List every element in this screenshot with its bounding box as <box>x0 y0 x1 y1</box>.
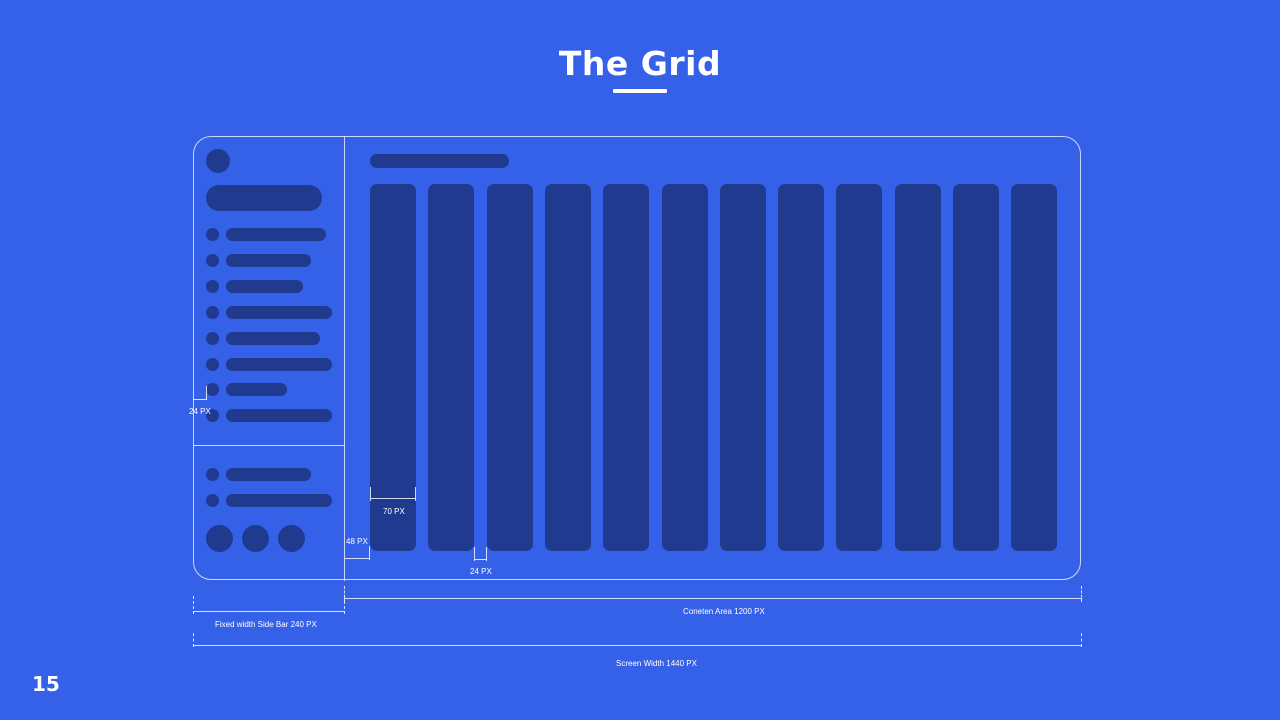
sidebar-nav-bar <box>226 306 332 319</box>
gutter-label: 24 PX <box>470 567 492 576</box>
sidebar-nav-dot <box>206 280 219 293</box>
grid-column <box>719 184 766 551</box>
sidebar-nav-bar <box>226 280 303 293</box>
sidebar-nav-dot <box>206 254 219 267</box>
page-number: 15 <box>32 672 60 696</box>
sidebar-footer-dot <box>206 494 219 507</box>
grid-column <box>1011 184 1058 551</box>
grid-column <box>778 184 825 551</box>
sidebar-nav-dot <box>206 409 219 422</box>
grid-column <box>953 184 999 551</box>
sidebar-nav-dot <box>206 228 219 241</box>
sidebar-width-line <box>193 611 345 612</box>
sidebar-footer-icon <box>278 525 305 552</box>
grid-column <box>894 184 941 551</box>
gutter-tick-right <box>486 547 487 561</box>
grid-column <box>544 184 591 551</box>
screen-width-tick-right <box>1081 633 1082 647</box>
sidebar-nav-dot <box>206 358 219 371</box>
sidebar-width-label: Fixed width Side Bar 240 PX <box>215 620 317 629</box>
gutter-line <box>474 559 487 560</box>
grid-column <box>836 184 883 551</box>
content-margin-label: 48 PX <box>346 537 368 546</box>
sidebar-nav-dot <box>206 383 219 396</box>
sidebar-nav-bar <box>226 228 326 241</box>
screen-width-line <box>193 645 1082 646</box>
grid-column <box>428 184 475 551</box>
content-width-tick-right <box>1081 586 1082 602</box>
sidebar-footer-bar <box>226 468 311 481</box>
content-margin-tick <box>369 546 370 560</box>
grid-column <box>661 184 708 551</box>
sidebar-footer-icon <box>206 525 233 552</box>
sidebar-footer-dot <box>206 468 219 481</box>
slide-title: The Grid <box>558 44 722 83</box>
screen-width-tick-left <box>193 633 194 647</box>
sidebar-primary-button-placeholder <box>206 185 322 211</box>
sidebar-nav-bar <box>226 358 332 371</box>
sidebar-nav-bar <box>226 409 332 422</box>
screen-width-label: Screen Width 1440 PX <box>616 659 697 668</box>
sidebar-margin-label: 24 PX <box>189 407 211 416</box>
title-underline <box>613 89 667 93</box>
content-width-line <box>345 598 1082 599</box>
content-width-tick-left <box>344 586 345 602</box>
grid-column <box>370 184 416 551</box>
sidebar-nav-bar <box>226 332 320 345</box>
column-width-tick-left <box>370 487 371 501</box>
column-width-tick-right <box>415 487 416 501</box>
content-margin-line <box>345 558 370 559</box>
sidebar-nav-dot <box>206 332 219 345</box>
sidebar-width-tick-right <box>344 596 345 614</box>
content-header-placeholder <box>370 154 509 168</box>
sidebar-footer-icon <box>242 525 269 552</box>
screen-frame <box>193 136 1081 580</box>
column-width-label: 70 PX <box>383 507 405 516</box>
sidebar-margin-line <box>193 399 206 400</box>
sidebar-logo-placeholder <box>206 149 230 173</box>
sidebar-divider <box>344 136 345 581</box>
grid-column <box>486 184 533 551</box>
grid-column <box>603 184 650 551</box>
gutter-tick-left <box>474 547 475 561</box>
sidebar-nav-bar <box>226 383 287 396</box>
sidebar-footer-divider <box>193 445 345 446</box>
sidebar-nav-dot <box>206 306 219 319</box>
sidebar-nav-bar <box>226 254 311 267</box>
sidebar-margin-tick <box>206 386 207 400</box>
sidebar-width-tick-left <box>193 596 194 614</box>
content-width-label: Coneten Area 1200 PX <box>683 607 765 616</box>
column-width-line <box>370 498 416 499</box>
sidebar-footer-bar <box>226 494 332 507</box>
